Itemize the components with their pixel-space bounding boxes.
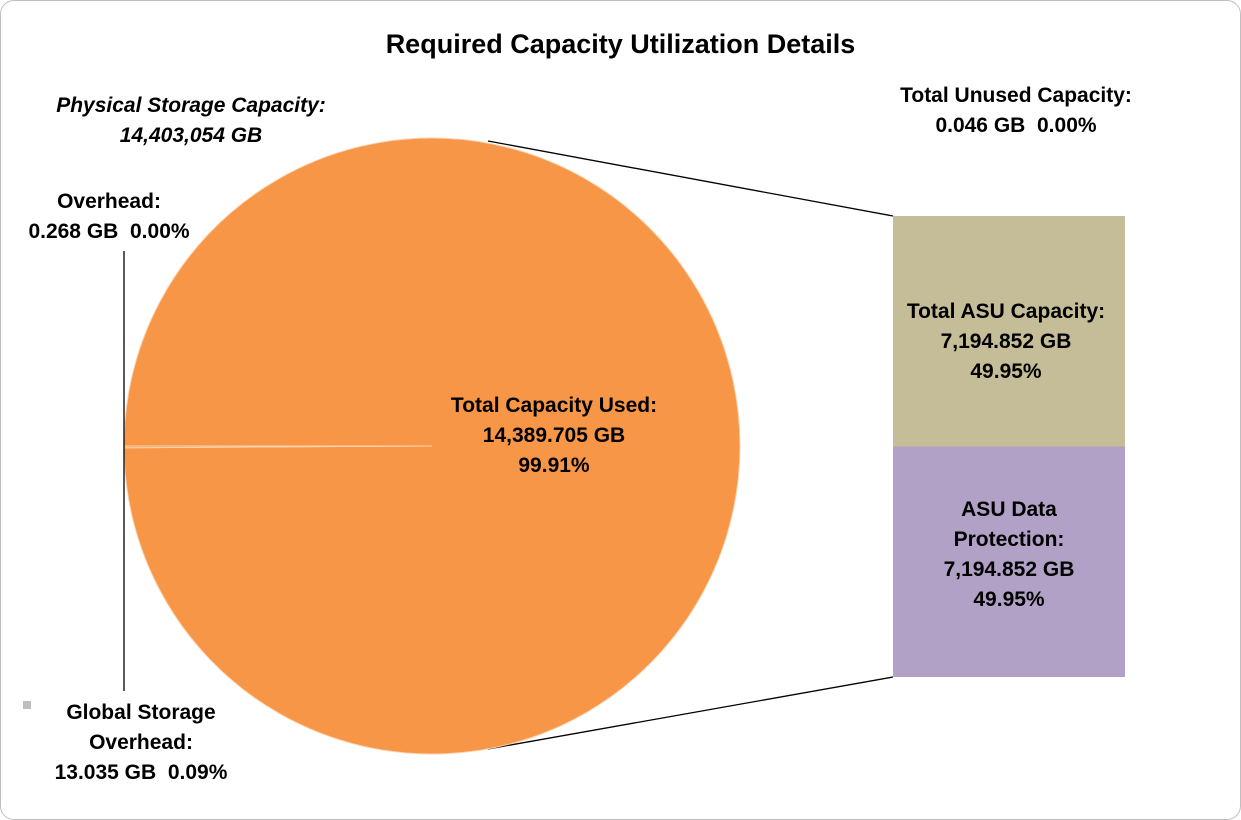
label-capacity: 13.035 GB xyxy=(54,761,157,784)
label-line: 0.268 GB 0.00% xyxy=(1,217,217,247)
label-capacity: 14,389.705 GB xyxy=(482,424,626,447)
bar-segment xyxy=(893,446,1125,677)
label-line: 13.035 GB 0.09% xyxy=(31,758,251,788)
label-percent: 49.95% xyxy=(973,588,1045,611)
data-label: Overhead: 0.268 GB 0.00% xyxy=(1,187,217,247)
subtitle-value: 14,403,054 GB xyxy=(119,124,263,147)
label-line: 0.046 GB 0.00% xyxy=(891,111,1141,141)
data-label: Total ASU Capacity: 7,194.852 GB 49.95% xyxy=(886,297,1126,387)
label-capacity: 7,194.852 GB xyxy=(940,330,1072,353)
label-name: Total Unused Capacity: xyxy=(900,84,1132,107)
connector xyxy=(487,676,894,750)
label-percent: 49.95% xyxy=(970,360,1042,383)
marker xyxy=(23,701,31,709)
label-percent: 0.00% xyxy=(130,220,190,243)
label-percent: 0.00% xyxy=(1037,114,1097,137)
chart-title: Required Capacity Utilization Details xyxy=(385,29,856,59)
label-capacity: 0.046 GB xyxy=(935,114,1026,137)
subtitle-text: Physical Storage Capacity: xyxy=(56,94,326,117)
label-name: ASU Data Protection: xyxy=(953,498,1065,551)
label-name: Global Storage Overhead: xyxy=(66,701,216,754)
connector xyxy=(487,140,894,217)
subtitle: Physical Storage Capacity: 14,403,054 GB xyxy=(41,91,341,151)
bar-segment xyxy=(893,216,1125,447)
label-percent: 99.91% xyxy=(518,454,590,477)
label-percent: 0.09% xyxy=(167,761,228,784)
data-label: ASU Data Protection: 7,194.852 GB 49.95% xyxy=(919,495,1099,615)
data-label: Global Storage Overhead: 13.035 GB 0.09% xyxy=(31,698,251,788)
label-capacity: 7,194.852 GB xyxy=(943,558,1075,581)
label-name: Overhead: xyxy=(57,190,161,213)
data-label: Total Unused Capacity: 0.046 GB 0.00% xyxy=(891,81,1141,141)
data-label: Total Capacity Used: 14,389.705 GB 99.91% xyxy=(444,391,664,481)
label-capacity: 0.268 GB xyxy=(28,220,119,243)
label-name: Total Capacity Used: xyxy=(450,394,658,417)
label-name: Total ASU Capacity: xyxy=(906,300,1106,323)
